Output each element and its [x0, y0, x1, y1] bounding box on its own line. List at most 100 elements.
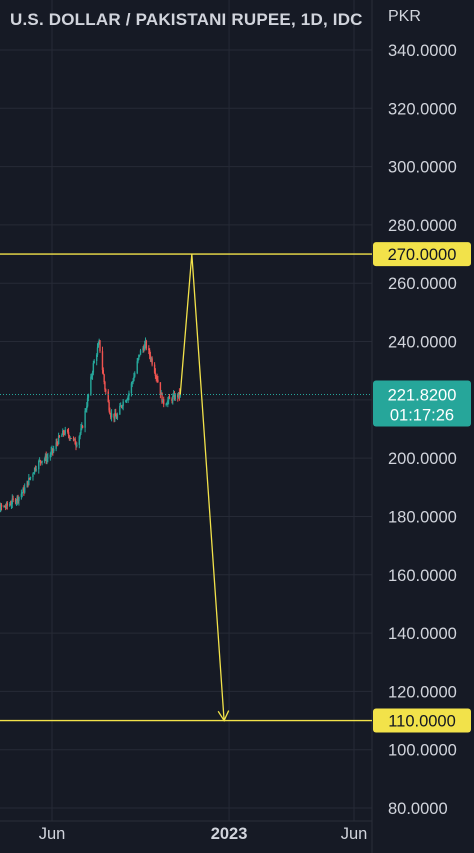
candle-body — [28, 477, 31, 479]
level-price-tag — [373, 708, 471, 733]
candle-body — [80, 428, 82, 434]
candle-body — [96, 347, 99, 355]
chart-title: U.S. DOLLAR / PAKISTANI RUPEE, 1D, IDC — [10, 10, 363, 29]
candle-body — [44, 455, 47, 460]
candle-body — [9, 504, 12, 506]
candle-body — [15, 500, 18, 503]
candle-body — [148, 349, 151, 356]
level-price-tag — [373, 242, 471, 267]
candle-body — [178, 392, 181, 397]
candle-body — [39, 460, 42, 462]
candle-body — [57, 435, 60, 445]
candle-body — [9, 504, 11, 506]
candle-body — [57, 442, 59, 445]
candle-body — [52, 448, 55, 452]
candle-body — [26, 481, 28, 488]
candle-body — [115, 413, 117, 417]
candle-body — [56, 442, 58, 444]
candle-body — [86, 406, 88, 410]
candle-body — [55, 442, 57, 449]
candle-body — [51, 448, 53, 451]
candle-body — [38, 461, 40, 470]
candle-body — [93, 360, 95, 364]
candle-body — [102, 369, 104, 375]
candle-body — [23, 487, 26, 493]
candle-body — [113, 413, 115, 419]
candle-body — [98, 340, 100, 344]
candle-body — [107, 391, 109, 403]
candle-body — [67, 432, 70, 436]
candle-body — [62, 430, 64, 435]
candle-body — [172, 394, 175, 397]
candle-body — [79, 433, 81, 437]
candle-body — [29, 476, 32, 479]
time-tick-label: Jun — [39, 825, 66, 843]
price-axis-currency: PKR — [388, 8, 421, 25]
candle-body — [92, 363, 95, 373]
candle-body — [95, 354, 98, 361]
price-tick-label: 80.0000 — [388, 800, 448, 818]
candle-body — [133, 376, 135, 381]
candle-body — [62, 430, 65, 434]
candle-body — [6, 503, 9, 506]
candle-body — [64, 429, 66, 434]
candle-body — [144, 341, 147, 345]
projection-arrow[interactable] — [179, 254, 225, 721]
candle-body — [10, 504, 13, 506]
candle-body — [5, 503, 8, 508]
candle-body — [173, 394, 176, 400]
candle-body — [0, 505, 2, 512]
time-tick-label: 2023 — [211, 825, 248, 843]
candle-body — [108, 402, 110, 411]
candle-body — [156, 377, 158, 380]
candle-body — [41, 460, 43, 463]
candle-body — [172, 396, 174, 402]
candle-body — [67, 429, 69, 433]
candle-body — [155, 376, 157, 378]
candle-body — [86, 397, 89, 407]
candle-body — [142, 348, 144, 351]
candle-body — [145, 341, 148, 349]
candle-body — [150, 358, 152, 360]
candle-body — [21, 492, 23, 494]
candle-body — [69, 438, 71, 440]
candle-body — [40, 461, 42, 463]
candle-body — [120, 405, 123, 407]
candle-body — [124, 401, 127, 403]
candle-body — [121, 405, 124, 407]
candle-body — [167, 400, 169, 404]
candle-body — [61, 434, 63, 437]
price-tick-label: 100.0000 — [388, 742, 457, 760]
candle-body — [43, 459, 46, 461]
candle-body — [73, 438, 76, 440]
candle-body — [35, 469, 37, 471]
price-tick-label: 260.0000 — [388, 275, 457, 293]
candle-body — [105, 389, 107, 392]
candle-body — [130, 383, 133, 394]
candle-body — [63, 433, 66, 435]
candle-body — [97, 343, 100, 348]
candle-body — [84, 410, 86, 428]
candle-body — [32, 473, 34, 477]
candle-body — [160, 393, 162, 395]
candle-body — [68, 435, 71, 439]
candle-body — [137, 358, 139, 362]
candle-body — [110, 413, 113, 418]
candle-body — [75, 444, 77, 447]
candle-body — [116, 414, 119, 419]
candle-body — [162, 399, 165, 405]
candle-body — [125, 400, 128, 402]
candle-body — [168, 397, 171, 399]
candle-body — [4, 505, 6, 508]
candle-body — [45, 455, 47, 462]
candle-body — [81, 425, 84, 428]
candle-body — [134, 373, 136, 377]
price-tick-label: 300.0000 — [388, 159, 457, 177]
candle-body — [16, 496, 18, 501]
candle-body — [87, 394, 90, 398]
candle-body — [127, 396, 129, 400]
price-tick-label: 320.0000 — [388, 100, 457, 118]
price-tick-label: 120.0000 — [388, 683, 457, 701]
last-price-value: 221.8200 — [388, 387, 457, 405]
